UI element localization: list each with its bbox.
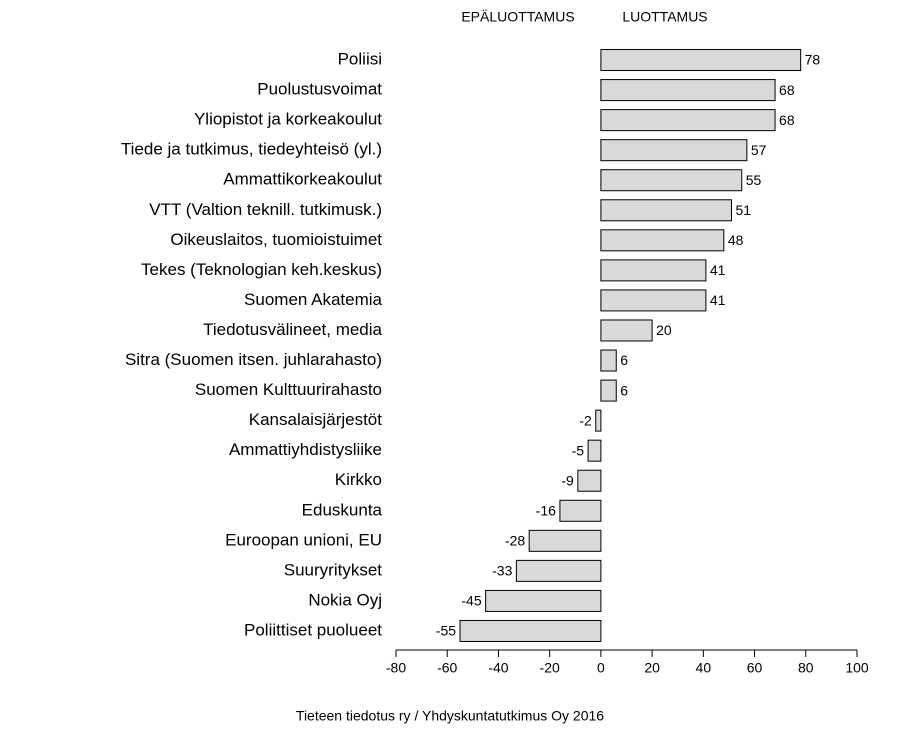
value-label: 6 [620,352,628,368]
category-label: VTT (Valtion teknill. tutkimusk.) [149,200,382,219]
x-tick-label: 0 [597,660,605,676]
x-tick-label: 100 [845,660,869,676]
category-label: Kirkko [335,470,382,489]
value-label: 78 [805,52,821,68]
category-label: Tiede ja tutkimus, tiedeyhteisö (yl.) [121,140,382,159]
bar [600,289,707,312]
value-label: -16 [536,502,556,518]
value-label: 6 [620,382,628,398]
bar [600,139,748,162]
category-label: Suomen Kulttuurirahasto [195,380,382,399]
value-label: 68 [779,82,795,98]
value-label: -9 [561,472,574,488]
left-label: EPÄLUOTTAMUS [461,9,574,25]
category-label: Euroopan unioni, EU [225,530,382,549]
bar [528,529,602,552]
value-label: 41 [710,292,726,308]
category-label: Poliittiset puolueet [244,620,382,639]
value-label: 51 [736,202,752,218]
bar [600,79,776,102]
bar [600,319,653,342]
value-label: 20 [656,322,672,338]
value-label: -2 [579,412,592,428]
category-label: Tiedotusvälineet, media [203,320,382,339]
bar [515,559,602,582]
value-label: 55 [746,172,762,188]
bar [600,109,776,132]
x-tick-label: 40 [696,660,712,676]
category-label: Sitra (Suomen itsen. juhlarahasto) [125,350,382,369]
category-label: Eduskunta [302,500,383,519]
value-label: -28 [505,533,525,549]
category-label: Ammattikorkeakoulut [223,170,382,189]
bar [595,409,602,432]
bar [459,619,602,642]
bar [600,379,617,402]
bar [600,259,707,282]
category-label: Tekes (Teknologian keh.keskus) [141,260,382,279]
bar [600,199,733,222]
bar [577,469,602,492]
bar [600,169,743,192]
x-tick-label: -60 [437,660,457,676]
bar [600,229,725,252]
category-label: Poliisi [338,50,382,69]
category-label: Yliopistot ja korkeakoulut [194,110,382,129]
right-label: LUOTTAMUS [622,9,707,25]
value-label: 41 [710,262,726,278]
bar [587,439,602,462]
bar [485,589,602,612]
x-tick-label: -40 [488,660,508,676]
category-label: Puolustusvoimat [257,80,382,99]
source: Tieteen tiedotus ry / Yhdyskuntatutkimus… [296,708,604,724]
value-label: -5 [572,442,585,458]
value-label: 68 [779,112,795,128]
value-label: -55 [436,623,456,639]
value-label: 48 [728,232,744,248]
category-label: Nokia Oyj [308,590,382,609]
x-tick-label: -80 [386,660,406,676]
x-tick-label: 20 [644,660,660,676]
x-tick-label: 60 [747,660,763,676]
x-tick-label: -20 [540,660,560,676]
category-label: Suomen Akatemia [244,290,383,309]
value-label: -33 [492,563,512,579]
category-label: Suuryritykset [284,560,383,579]
bar [559,499,602,522]
x-tick-label: 80 [798,660,814,676]
bar [600,49,802,72]
value-label: -45 [461,593,481,609]
category-label: Oikeuslaitos, tuomioistuimet [170,230,382,249]
value-label: 57 [751,142,767,158]
category-label: Ammattiyhdistysliike [229,440,382,459]
bar [600,349,617,372]
category-label: Kansalaisjärjestöt [249,410,383,429]
